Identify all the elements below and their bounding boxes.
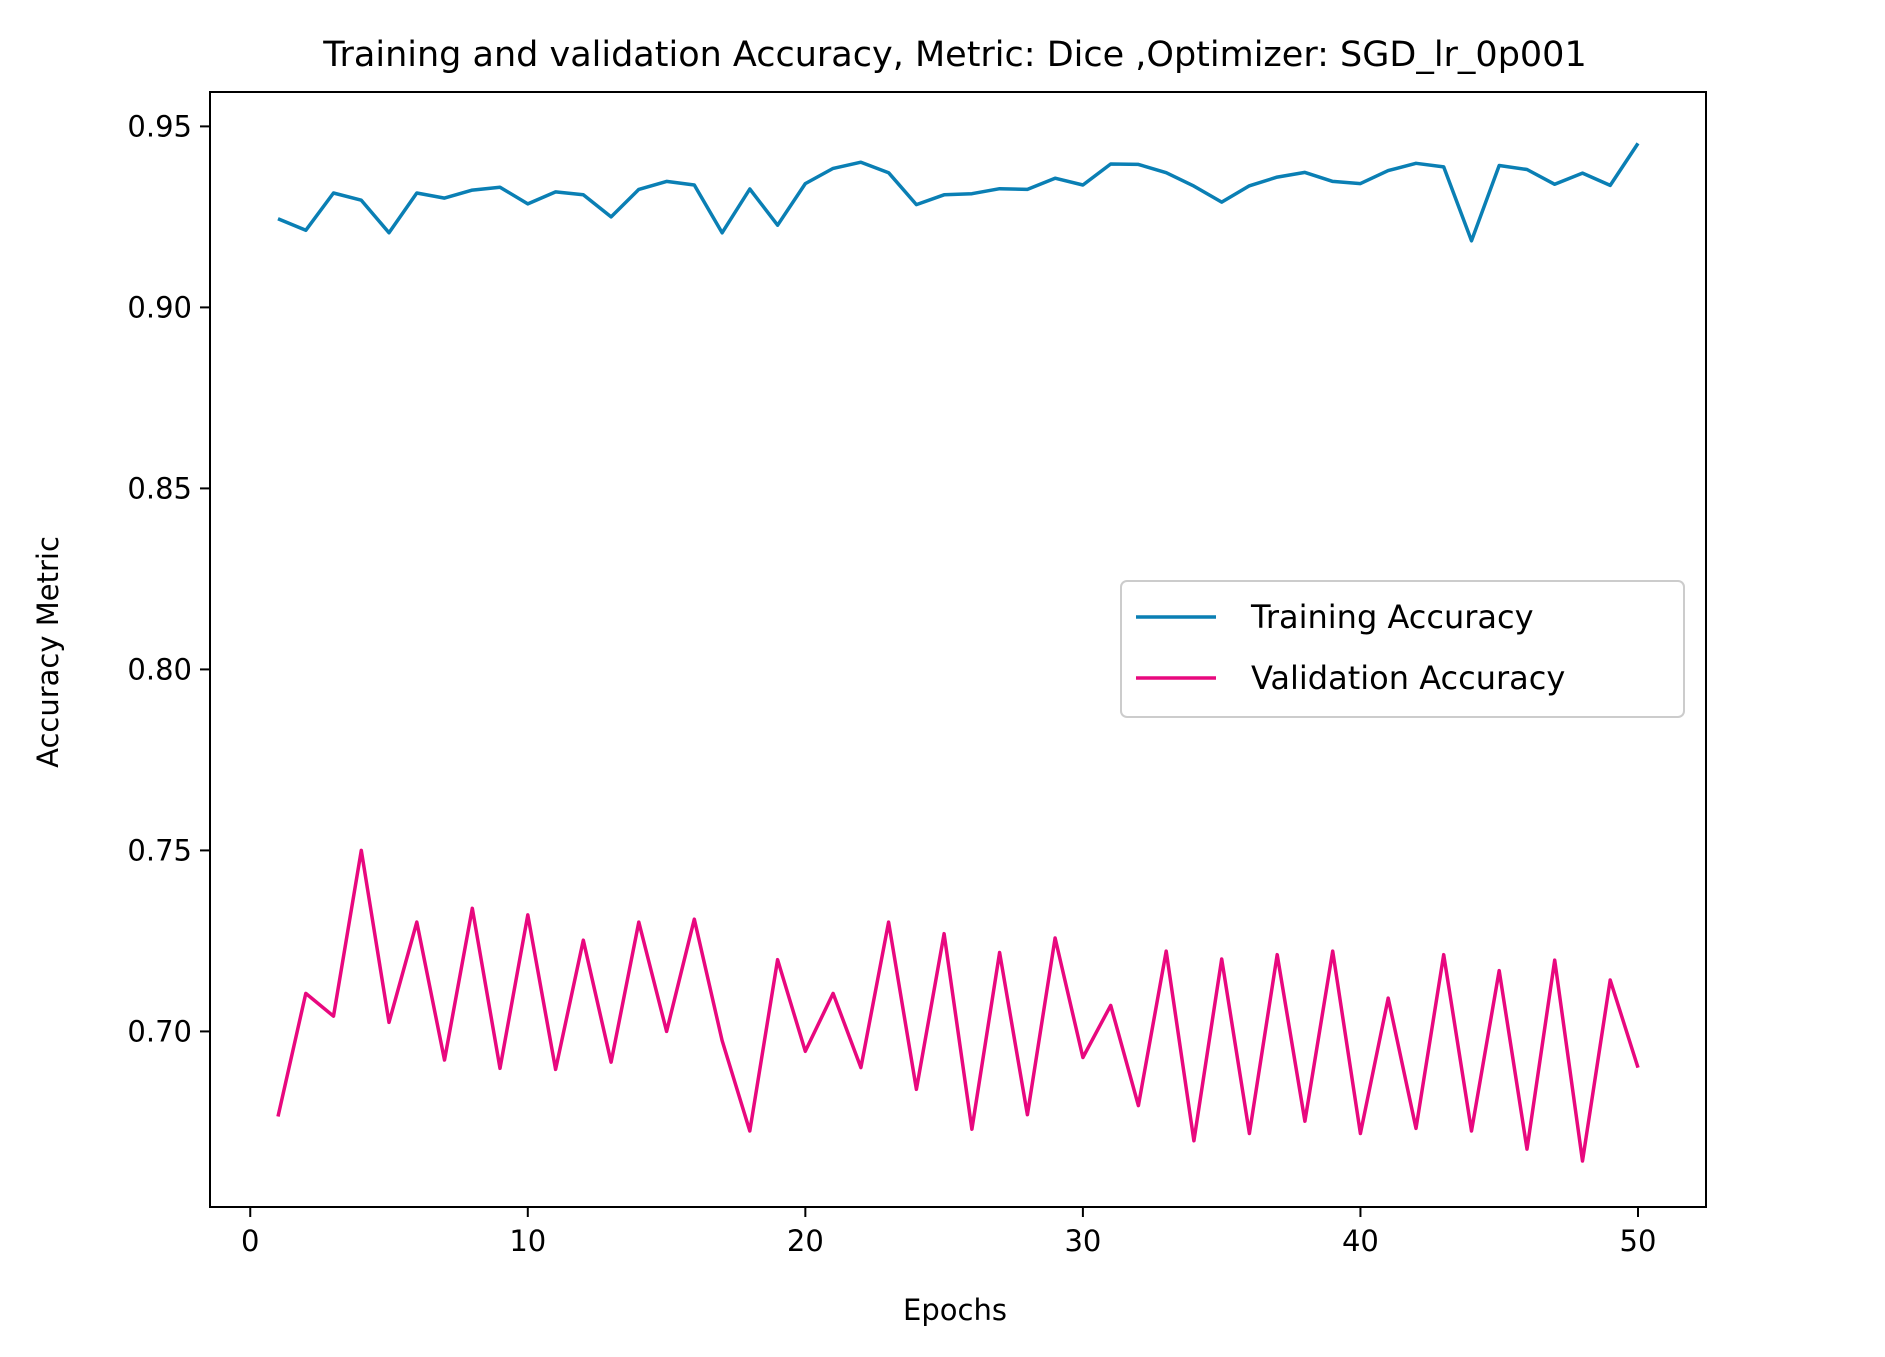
x-axis-title: Epochs bbox=[903, 1293, 1007, 1327]
x-tick-label: 20 bbox=[787, 1224, 824, 1258]
legend-label-training-accuracy: Training Accuracy bbox=[1250, 598, 1534, 636]
x-tick-label: 50 bbox=[1620, 1224, 1657, 1258]
plot-area: 0 10 20 30 40 50 0.70 0.75 0.80 0.85 0.90 0.95 bbox=[127, 91, 1707, 1258]
y-tick-label: 0.75 bbox=[127, 833, 192, 867]
legend: Training Accuracy Validation Accuracy bbox=[1120, 580, 1685, 718]
y-tick-label: 0.85 bbox=[127, 471, 192, 505]
y-tick-label: 0.70 bbox=[127, 1014, 192, 1048]
legend-frame bbox=[1120, 580, 1685, 718]
axes-frame bbox=[209, 91, 1707, 1208]
x-tick-label: 10 bbox=[509, 1224, 546, 1258]
y-tick-label: 0.95 bbox=[127, 109, 192, 143]
x-tick-label: 0 bbox=[241, 1224, 259, 1258]
y-tick-label: 0.80 bbox=[127, 652, 192, 686]
legend-label-validation-accuracy: Validation Accuracy bbox=[1251, 659, 1565, 697]
validation-accuracy-line bbox=[276, 848, 1640, 1163]
training-accuracy-line bbox=[277, 142, 1640, 243]
y-tick-label: 0.90 bbox=[127, 290, 192, 324]
x-tick-label: 30 bbox=[1064, 1224, 1101, 1258]
x-tick-label: 40 bbox=[1342, 1224, 1379, 1258]
x-axis: 0 10 20 30 40 50 bbox=[241, 1207, 1656, 1258]
y-axis-title: Accuracy Metric bbox=[31, 536, 65, 768]
series-layer bbox=[276, 142, 1640, 1163]
chart-title: Training and validation Accuracy, Metric… bbox=[322, 35, 1586, 75]
y-axis: 0.70 0.75 0.80 0.85 0.90 0.95 bbox=[127, 109, 210, 1048]
